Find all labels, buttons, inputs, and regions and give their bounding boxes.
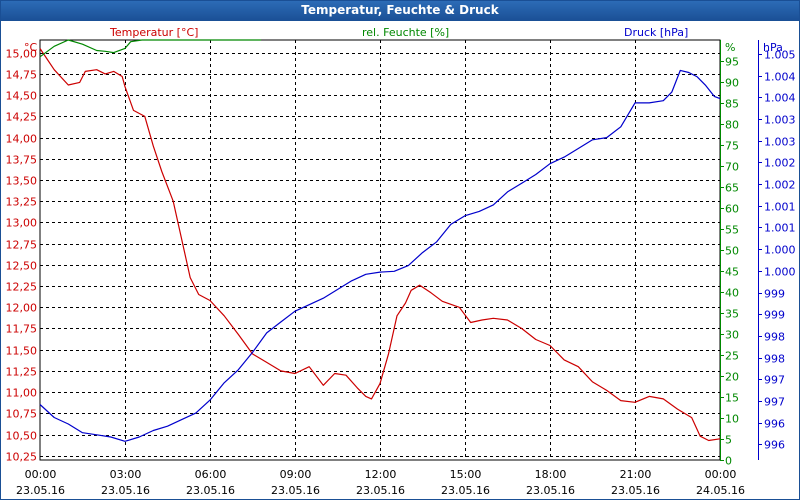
pressure-tick-label: 1.005 (764, 49, 796, 62)
x-tick-time-label: 00:00 (25, 468, 57, 481)
humidity-tick-label: 10 (725, 413, 739, 426)
x-tick-time-label: 06:00 (195, 468, 227, 481)
pressure-tick-label: 1.002 (764, 179, 796, 192)
x-tick-date-label: 23.05.16 (16, 484, 65, 497)
humidity-tick-label: 75 (725, 140, 739, 153)
pressure-tick-label: 1.003 (764, 136, 796, 149)
x-tick-date-label: 23.05.16 (356, 484, 405, 497)
humidity-tick-label: 60 (725, 203, 739, 216)
temperature-tick-label: 12,00 (6, 302, 38, 315)
x-tick-time-label: 03:00 (110, 468, 142, 481)
x-tick-date-label: 23.05.16 (526, 484, 575, 497)
x-tick-time-label: 15:00 (450, 468, 482, 481)
temperature-tick-label: 10,75 (6, 408, 38, 421)
pressure-tick-label: 996 (764, 418, 785, 431)
temperature-tick-label: 12,50 (6, 260, 38, 273)
pressure-tick-label: 1.004 (764, 71, 796, 84)
pressure-tick-label: 997 (764, 374, 785, 387)
x-tick-date-label: 23.05.16 (611, 484, 660, 497)
x-tick-time-label: 12:00 (365, 468, 397, 481)
series-lines (39, 39, 721, 442)
temperature-tick-label: 13,75 (6, 154, 38, 167)
humidity-tick-label: 20 (725, 371, 739, 384)
humidity-tick-label: 90 (725, 77, 739, 90)
temperature-tick-label: 13,00 (6, 217, 38, 230)
temperature-series-line (39, 48, 721, 442)
temperature-axis-title: Temperatur [°C] (109, 26, 198, 39)
temperature-tick-label: 14,75 (6, 69, 38, 82)
pressure-series-line (39, 69, 721, 442)
humidity-tick-label: 95 (725, 56, 739, 69)
humidity-tick-label: 65 (725, 182, 739, 195)
pressure-tick-label: 997 (764, 396, 785, 409)
x-tick-date-label: 23.05.16 (441, 484, 490, 497)
pressure-tick-label: 999 (764, 309, 785, 322)
temperature-tick-label: 10,50 (6, 430, 38, 443)
x-tick-time-label: 00:00 (705, 468, 737, 481)
x-tick-time-label: 21:00 (620, 468, 652, 481)
humidity-tick-label: 45 (725, 266, 739, 279)
temperature-tick-label: 11,50 (6, 345, 38, 358)
humidity-series-line (39, 39, 261, 58)
axis-headers: °C Temperatur [°C] rel. Feuchte [%] Druc… (24, 26, 783, 54)
temperature-tick-label: 11,25 (6, 366, 38, 379)
humidity-tick-label: 0 (725, 455, 732, 468)
pressure-tick-label: 998 (764, 353, 785, 366)
humidity-tick-label: 85 (725, 98, 739, 111)
temperature-tick-label: 12,75 (6, 239, 38, 252)
humidity-tick-label: 5 (725, 434, 732, 447)
pressure-tick-label: 1.004 (764, 92, 796, 105)
x-tick-time-label: 09:00 (280, 468, 312, 481)
x-tick-date-label: 23.05.16 (101, 484, 150, 497)
humidity-tick-label: 25 (725, 350, 739, 363)
x-tick-date-label: 23.05.16 (271, 484, 320, 497)
x-tick-date-label: 24.05.16 (696, 484, 745, 497)
pressure-tick-label: 1.001 (764, 222, 796, 235)
pressure-tick-label: 1.000 (764, 244, 796, 257)
axes: 10,25 10,50 10,75 11,00 11,25 11,50 11,75 12,00… (6, 40, 796, 497)
x-tick-date-label: 23.05.16 (186, 484, 235, 497)
humidity-tick-label: 40 (725, 287, 739, 300)
pressure-tick-label: 1.002 (764, 157, 796, 170)
chart-title: Temperatur, Feuchte & Druck (0, 0, 800, 21)
temperature-tick-label: 11,00 (6, 387, 38, 400)
temperature-unit-label: °C (24, 41, 38, 54)
humidity-axis-title: rel. Feuchte [%] (362, 26, 449, 39)
humidity-tick-label: 30 (725, 329, 739, 342)
temperature-tick-label: 14,00 (6, 133, 38, 146)
temperature-tick-label: 11,75 (6, 323, 38, 336)
pressure-tick-label: 1.003 (764, 114, 796, 127)
humidity-tick-label: 50 (725, 245, 739, 258)
humidity-tick-label: 15 (725, 392, 739, 405)
humidity-unit-label: % (725, 41, 735, 54)
pressure-tick-label: 998 (764, 331, 785, 344)
temperature-tick-label: 10,25 (6, 451, 38, 464)
temperature-tick-label: 13,50 (6, 175, 38, 188)
humidity-tick-label: 80 (725, 119, 739, 132)
temperature-tick-label: 14,50 (6, 90, 38, 103)
pressure-axis-title: Druck [hPa] (624, 26, 688, 39)
pressure-tick-label: 1.000 (764, 266, 796, 279)
humidity-tick-label: 55 (725, 224, 739, 237)
humidity-tick-label: 35 (725, 308, 739, 321)
temperature-tick-label: 12,25 (6, 281, 38, 294)
pressure-tick-label: 1.001 (764, 201, 796, 214)
temperature-tick-label: 15,00 (6, 48, 38, 61)
humidity-tick-label: 70 (725, 161, 739, 174)
temperature-tick-label: 13,25 (6, 196, 38, 209)
pressure-tick-label: 999 (764, 288, 785, 301)
grid-lines (40, 40, 720, 460)
pressure-unit-label: hPa (763, 41, 783, 54)
pressure-tick-label: 996 (764, 439, 785, 452)
x-tick-time-label: 18:00 (535, 468, 567, 481)
temperature-tick-label: 14,25 (6, 111, 38, 124)
